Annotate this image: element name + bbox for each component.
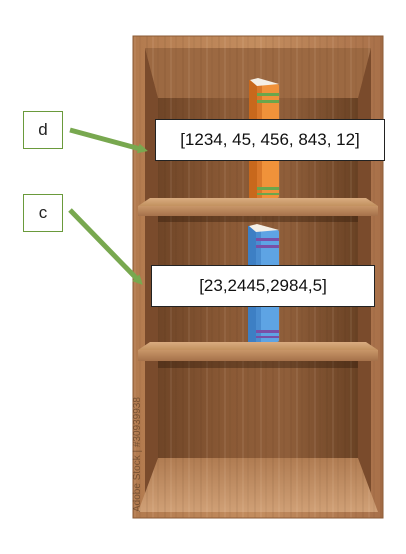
- shelf-1: [138, 206, 378, 216]
- label-c-text: c: [38, 203, 48, 222]
- array-box-c: [23,2445,2984,5]: [151, 265, 375, 307]
- label-d-text: d: [38, 120, 48, 139]
- arrow-d: [69, 127, 148, 154]
- label-d: d: [23, 111, 63, 149]
- array-c-text: [23,2445,2984,5]: [199, 276, 327, 295]
- arrow-c: [68, 208, 143, 285]
- shelf-2: [138, 350, 378, 361]
- array-d-text: [1234, 45, 456, 843, 12]: [180, 130, 360, 149]
- array-box-d: [1234, 45, 456, 843, 12]: [155, 119, 385, 161]
- label-c: c: [23, 194, 63, 232]
